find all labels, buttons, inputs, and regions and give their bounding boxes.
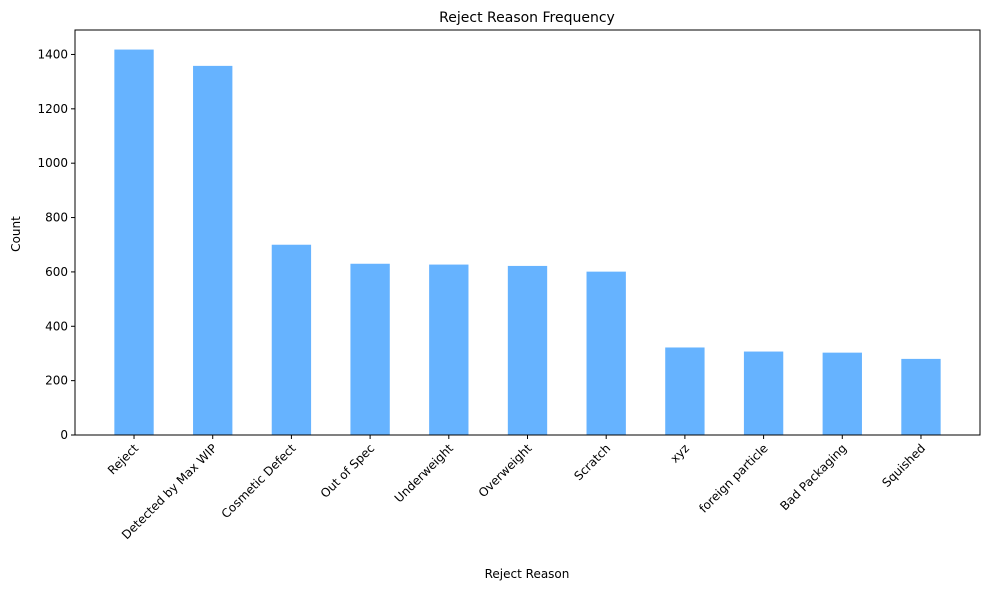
x-tick-label-5: Overweight — [476, 441, 535, 500]
x-tick-label-7: xyz — [668, 441, 692, 465]
x-axis-title: Reject Reason — [485, 567, 570, 581]
y-tick-label-4: 800 — [45, 211, 68, 225]
y-tick-label-7: 1400 — [37, 47, 68, 61]
y-tick-label-5: 1000 — [37, 156, 68, 170]
bar-9 — [822, 352, 862, 435]
x-tick-label-4: Underweight — [392, 441, 456, 505]
y-tick-label-2: 400 — [45, 319, 68, 333]
x-tick-label-2: Cosmetic Defect — [219, 441, 299, 521]
y-axis: 0 200 400 600 800 1000 1200 1400 — [37, 47, 75, 442]
x-tick-label-10: Squished — [879, 441, 928, 490]
bar-8 — [743, 351, 784, 435]
bar-10 — [901, 358, 941, 435]
bar-0 — [114, 49, 154, 436]
bar-4 — [429, 264, 469, 435]
bars-group — [114, 49, 941, 436]
x-tick-label-8: foreign particle — [696, 441, 770, 515]
y-tick-label-1: 200 — [45, 374, 68, 388]
y-tick-label-6: 1200 — [37, 102, 68, 116]
bar-1 — [193, 65, 233, 435]
bar-5 — [507, 265, 548, 435]
x-tick-label-3: Out of Spec — [318, 441, 378, 501]
bar-7 — [665, 347, 705, 435]
x-tick-label-6: Scratch — [571, 441, 613, 483]
x-tick-label-0: Reject — [105, 441, 141, 477]
chart-title: Reject Reason Frequency — [439, 10, 615, 26]
x-tick-label-9: Bad Packaging — [777, 441, 849, 513]
y-tick-label-3: 600 — [45, 265, 68, 279]
bar-2 — [271, 244, 312, 435]
y-axis-title: Count — [9, 216, 23, 252]
bar-3 — [350, 263, 390, 435]
bar-6 — [586, 271, 626, 435]
plot-frame — [74, 29, 981, 436]
y-tick-label-0: 0 — [60, 428, 68, 442]
